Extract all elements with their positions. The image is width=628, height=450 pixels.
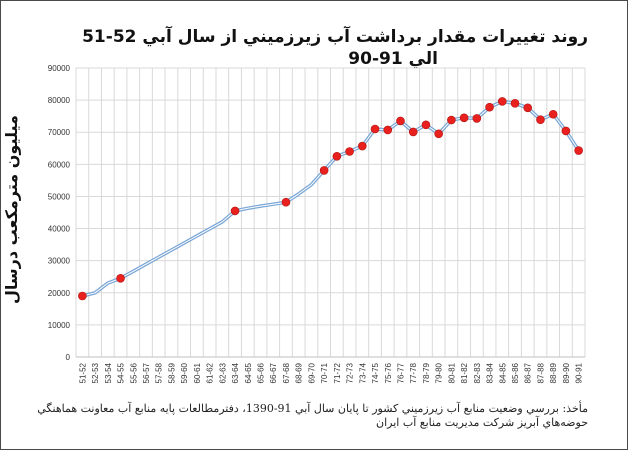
x-tick-label: 53-54 bbox=[104, 362, 113, 383]
data-point bbox=[345, 147, 354, 156]
data-point bbox=[408, 127, 418, 137]
x-tick-label: 69-70 bbox=[307, 362, 316, 383]
data-point bbox=[485, 102, 494, 112]
data-point bbox=[497, 97, 507, 106]
x-tick-label: 84-85 bbox=[498, 362, 507, 383]
x-tick-label: 73-74 bbox=[358, 362, 367, 383]
series-line-core bbox=[81, 100, 580, 297]
y-tick-label: 40000 bbox=[48, 225, 71, 234]
data-point bbox=[536, 115, 545, 124]
x-tick-label: 75-76 bbox=[384, 362, 393, 383]
chart-title-line-1: روند تغييرات مقدار برداشت آب زيرزميني از… bbox=[82, 27, 588, 47]
data-point bbox=[281, 197, 291, 207]
x-tick-label: 78-79 bbox=[422, 362, 431, 383]
x-tick-label: 52-53 bbox=[91, 362, 100, 383]
data-point bbox=[434, 129, 443, 139]
data-point bbox=[230, 206, 240, 216]
x-tick-label: 76-77 bbox=[396, 362, 405, 383]
x-tick-label: 71-72 bbox=[333, 362, 342, 383]
data-point bbox=[447, 115, 456, 125]
data-point bbox=[116, 274, 125, 283]
source-line-1: مأخذ: بررسي وضعيت منابع آب زيرزميني کشور… bbox=[37, 402, 588, 415]
chart-title-line-2: الي 91-90 bbox=[348, 49, 438, 69]
x-tick-label: 64-65 bbox=[244, 362, 253, 383]
y-tick-label: 50000 bbox=[48, 192, 71, 201]
y-tick-label: 80000 bbox=[48, 96, 71, 105]
data-point bbox=[459, 113, 469, 123]
x-tick-label: 74-75 bbox=[371, 362, 380, 383]
x-tick-label: 62-63 bbox=[218, 362, 227, 383]
chart-title: روند تغييرات مقدار برداشت آب زيرزميني از… bbox=[28, 26, 588, 70]
x-tick-label: 81-82 bbox=[460, 362, 469, 383]
data-point bbox=[523, 103, 533, 113]
data-point bbox=[370, 124, 380, 134]
data-point bbox=[78, 291, 87, 301]
data-point bbox=[421, 120, 431, 130]
y-tick-label: 60000 bbox=[48, 160, 71, 169]
y-tick-label: 0 bbox=[66, 353, 71, 362]
y-tick-label: 20000 bbox=[48, 289, 71, 298]
x-tick-label: 80-81 bbox=[447, 362, 456, 383]
x-tick-label: 88-89 bbox=[549, 362, 558, 383]
source-note: مأخذ: بررسي وضعيت منابع آب زيرزميني کشور… bbox=[18, 402, 588, 430]
x-tick-label: 77-78 bbox=[409, 362, 418, 383]
x-tick-label: 67-68 bbox=[282, 362, 291, 383]
source-line-2: حوضه‌هاي آبريز شرکت مديريت منابع آب ايرا… bbox=[376, 416, 588, 429]
y-tick-label: 30000 bbox=[48, 257, 71, 266]
data-point bbox=[358, 141, 367, 151]
data-point bbox=[319, 166, 329, 175]
y-tick-label: 90000 bbox=[48, 64, 71, 73]
x-tick-label: 89-90 bbox=[562, 362, 571, 383]
data-point bbox=[510, 99, 520, 108]
x-tick-label: 65-66 bbox=[257, 362, 266, 383]
data-point bbox=[332, 152, 342, 161]
x-tick-label: 55-56 bbox=[129, 362, 138, 383]
y-tick-label: 10000 bbox=[48, 321, 71, 330]
x-tick-label: 57-58 bbox=[155, 362, 164, 383]
x-tick-label: 63-64 bbox=[231, 362, 240, 383]
data-point bbox=[396, 116, 405, 126]
x-tick-label: 58-59 bbox=[167, 362, 176, 383]
x-tick-label: 82-83 bbox=[473, 362, 482, 383]
x-tick-label: 61-62 bbox=[206, 362, 215, 383]
x-tick-label: 51-52 bbox=[78, 362, 87, 383]
x-tick-label: 72-73 bbox=[346, 362, 355, 383]
x-tick-label: 56-57 bbox=[142, 362, 151, 383]
x-tick-label: 66-67 bbox=[269, 362, 278, 383]
data-point bbox=[472, 114, 482, 123]
data-point bbox=[574, 146, 583, 155]
x-tick-label: 60-61 bbox=[193, 362, 202, 383]
x-tick-label: 87-88 bbox=[536, 362, 545, 383]
x-tick-label: 83-84 bbox=[486, 362, 495, 383]
data-point bbox=[548, 109, 558, 119]
x-tick-label: 68-69 bbox=[295, 362, 304, 383]
data-point bbox=[561, 126, 571, 136]
x-tick-label: 79-80 bbox=[435, 362, 444, 383]
x-tick-label: 90-91 bbox=[575, 362, 584, 383]
x-tick-label: 85-86 bbox=[511, 362, 520, 383]
x-tick-label: 70-71 bbox=[320, 362, 329, 383]
x-tick-label: 86-87 bbox=[524, 362, 533, 383]
y-tick-label: 70000 bbox=[48, 128, 71, 137]
x-tick-label: 54-55 bbox=[117, 362, 126, 383]
x-tick-label: 59-60 bbox=[180, 362, 189, 383]
data-point bbox=[383, 125, 393, 135]
